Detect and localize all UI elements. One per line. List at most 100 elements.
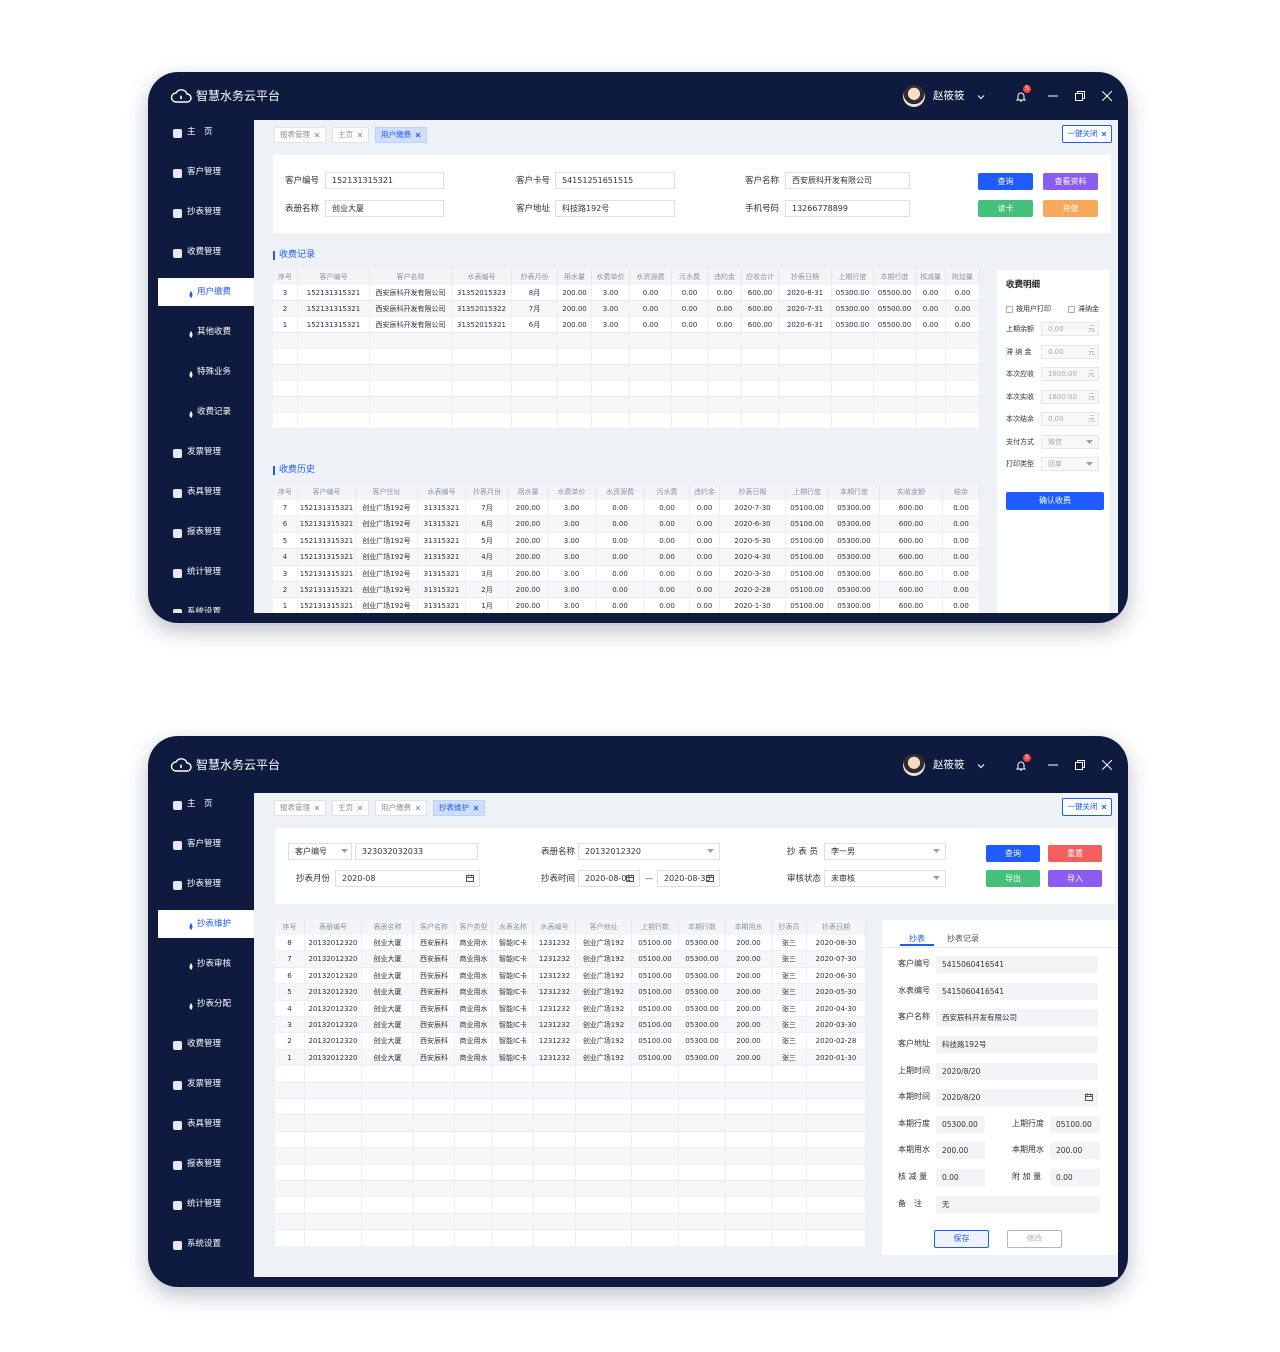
field-input[interactable]: 13266778899 (785, 200, 910, 217)
menu-item[interactable]: 发票管理 (187, 447, 222, 457)
field-input[interactable]: 2020/8/20 (936, 1089, 1098, 1106)
form-button[interactable]: 保存 (934, 1230, 989, 1248)
action-button[interactable]: 充值 (1043, 200, 1098, 217)
menu-item[interactable]: 统计管理 (187, 1199, 222, 1209)
table-row[interactable] (273, 598, 980, 613)
field-input[interactable]: 回单 (1041, 457, 1099, 471)
action-button[interactable]: 查询 (978, 173, 1033, 190)
field-input[interactable]: 2020-08-30 (657, 870, 720, 887)
close-all-button[interactable]: 一键关闭 (1062, 798, 1112, 816)
menu-item[interactable]: 抄表管理 (187, 879, 222, 889)
field-input[interactable]: 200.00 (936, 1142, 985, 1159)
checkbox[interactable] (1068, 306, 1075, 313)
menu-item[interactable]: 主 页 (187, 799, 213, 809)
table-row[interactable] (273, 582, 980, 599)
form-button[interactable]: 修改 (1007, 1230, 1062, 1248)
field-input[interactable]: 1800.00 元 (1041, 390, 1099, 404)
table-row[interactable] (273, 301, 980, 317)
table-row[interactable] (273, 565, 980, 582)
confirm-button[interactable]: 确认收费 (1006, 492, 1104, 510)
checkbox[interactable] (1006, 306, 1013, 313)
menu-item[interactable]: 主 页 (187, 127, 213, 137)
menu-item[interactable]: 客户管理 (187, 839, 222, 849)
table-row[interactable] (275, 1000, 866, 1017)
menu-item[interactable]: 客户管理 (187, 167, 222, 177)
field-input[interactable]: 20132012320 (578, 843, 720, 860)
field-input[interactable]: 西安辰科开发有限公司 (785, 172, 910, 189)
field-input[interactable]: 2020/8/20 (936, 1063, 1098, 1080)
field-input[interactable]: 2020-08 (335, 870, 480, 887)
tab[interactable]: 用户缴费 (375, 127, 427, 143)
field-input[interactable]: 李一男 (824, 843, 946, 860)
field-input[interactable]: 1800.00 元 (1041, 367, 1099, 381)
avatar[interactable] (903, 753, 925, 776)
field-input[interactable]: 0.00 元 (1041, 412, 1099, 426)
tab[interactable]: 抄表维护 (433, 800, 485, 816)
field-input[interactable]: 2020-08-01 (578, 870, 640, 887)
field-input[interactable]: 05300.00 (936, 1116, 985, 1133)
tab[interactable]: 报表管理 (274, 127, 326, 143)
user-name[interactable]: 赵筱筱 (933, 758, 965, 771)
tab[interactable]: 主页 (332, 800, 369, 816)
submenu-item[interactable]: 特殊业务 (197, 367, 232, 377)
field-input[interactable]: 0.00 元 (1041, 345, 1099, 359)
submenu-item[interactable]: 用户缴费 (197, 287, 232, 297)
menu-item[interactable]: 系统设置 (187, 607, 222, 613)
close-all-button[interactable]: 一键关闭 (1062, 125, 1112, 143)
field-input[interactable]: 科技路192号 (936, 1036, 1098, 1053)
field-input[interactable]: 0.00 (936, 1169, 985, 1186)
submenu-item[interactable]: 抄表审核 (197, 959, 232, 969)
action-button[interactable]: 查看资料 (1043, 173, 1098, 190)
field-input[interactable]: 0.00 (1050, 1169, 1100, 1186)
avatar[interactable] (903, 85, 925, 107)
menu-item[interactable]: 表具管理 (187, 1119, 222, 1129)
field-input[interactable]: 0.00 元 (1041, 322, 1099, 336)
menu-item[interactable]: 系统设置 (187, 1239, 222, 1249)
table-row[interactable] (275, 935, 866, 952)
table-row[interactable] (275, 951, 866, 968)
table-row[interactable] (273, 500, 980, 517)
field-input[interactable]: 05100.00 (1050, 1116, 1100, 1133)
table-row[interactable] (273, 317, 980, 333)
action-button[interactable]: 查询 (986, 845, 1040, 862)
menu-item[interactable]: 报表管理 (187, 1159, 222, 1169)
panel-tab[interactable]: 抄表 (900, 932, 934, 946)
table-row[interactable] (275, 984, 866, 1001)
field-input[interactable]: 54151251651515 (555, 172, 675, 189)
field-input[interactable]: 创业大厦 (325, 200, 444, 217)
action-button[interactable]: 重置 (1048, 845, 1102, 862)
table-row[interactable] (273, 516, 980, 533)
field-input[interactable]: 152131315321 (325, 172, 444, 189)
submenu-item[interactable]: 收费记录 (197, 407, 232, 417)
submenu-item[interactable]: 其他收费 (197, 327, 232, 337)
field-input[interactable]: 微信 (1041, 435, 1099, 449)
menu-item[interactable]: 表具管理 (187, 487, 222, 497)
menu-item[interactable]: 抄表管理 (187, 207, 222, 217)
table-row[interactable] (273, 532, 980, 550)
menu-item[interactable]: 报表管理 (187, 527, 222, 537)
field-input[interactable]: 西安辰科开发有限公司 (936, 1009, 1098, 1026)
action-button[interactable]: 导出 (986, 870, 1040, 887)
action-button[interactable]: 导入 (1048, 870, 1102, 887)
table-row[interactable] (275, 1049, 866, 1067)
field-input[interactable]: 5415060416541 (936, 956, 1098, 973)
menu-item[interactable]: 收费管理 (187, 1039, 222, 1049)
menu-item[interactable]: 发票管理 (187, 1079, 222, 1089)
field-input[interactable]: 未审核 (824, 870, 946, 887)
field-input[interactable]: 323032032033 (355, 843, 478, 860)
table-row[interactable] (275, 1017, 866, 1034)
action-button[interactable]: 读卡 (978, 200, 1033, 217)
tab[interactable]: 主页 (332, 127, 369, 143)
table-row[interactable] (275, 967, 866, 985)
field-label-select[interactable]: 客户编号 (288, 843, 352, 860)
table-row[interactable] (273, 549, 980, 566)
field-input[interactable]: 科技路192号 (555, 200, 675, 217)
menu-item[interactable]: 收费管理 (187, 247, 222, 257)
panel-tab[interactable]: 抄表记录 (947, 934, 979, 943)
user-name[interactable]: 赵筱筱 (933, 90, 965, 102)
table-row[interactable] (273, 285, 980, 301)
field-input[interactable]: 5415060416541 (936, 983, 1098, 1000)
tab[interactable]: 用户缴费 (375, 800, 427, 816)
submenu-item[interactable]: 抄表分配 (197, 999, 232, 1009)
submenu-item[interactable]: 抄表维护 (197, 919, 232, 929)
